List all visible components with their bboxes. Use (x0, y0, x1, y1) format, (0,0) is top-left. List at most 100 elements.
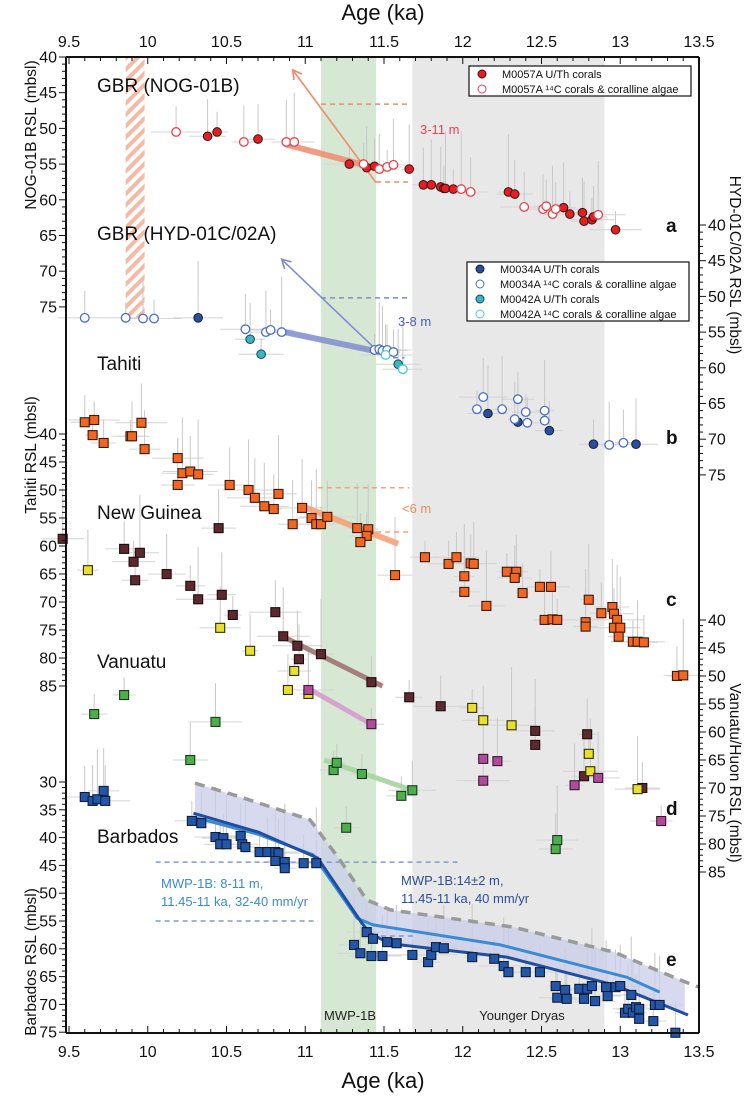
data-point-vanuatu-yellow- (467, 702, 478, 713)
data-point-huon-brown- (366, 677, 377, 688)
data-point-barbados (626, 989, 637, 1000)
data-point-tahiti (249, 492, 260, 503)
panel-letter-d: d (666, 799, 678, 820)
data-point-barbados (589, 996, 601, 1007)
bottom-x-tick-label: 11.5 (369, 1044, 399, 1061)
hyd-y-tick-label: 70 (708, 432, 726, 449)
line-hyd-trend (281, 328, 385, 356)
bar-y-tick-label: 60 (39, 941, 57, 958)
data-point-barbados (355, 948, 366, 959)
data-point-m0034a-14c-corals-coralline-algae (522, 417, 533, 428)
data-point-huon-brown- (130, 575, 141, 586)
data-point-m0042a-u-th-corals (245, 334, 255, 345)
data-point-tahiti (193, 469, 204, 480)
data-point-m0034a-u-th-corals (544, 425, 555, 436)
data-point-barbados (349, 939, 360, 950)
data-point-tahiti (297, 502, 308, 513)
data-point-barbados (367, 933, 379, 944)
data-point-m0057a-u-th-corals (212, 127, 222, 137)
data-point-vanuatu-green- (119, 689, 130, 701)
data-point-vanuatu-green- (550, 843, 561, 855)
data-point-vanuatu-green- (356, 768, 368, 780)
data-point-tahiti (459, 571, 470, 582)
data-point-tahiti (459, 586, 470, 597)
hyd-y-tick-label: 50 (708, 289, 726, 306)
data-point-barbados (520, 967, 531, 978)
data-point-barbados (654, 999, 665, 1011)
legend-marker-m0057a-uth (477, 69, 487, 79)
panel-letter-a: a (666, 216, 677, 237)
data-point-barbados (391, 938, 402, 949)
data-point-tahiti (89, 414, 100, 426)
data-point-m0042a-u-th-corals (256, 349, 266, 360)
data-point-barbados (601, 982, 612, 993)
hatched-age-band (125, 57, 145, 319)
data-point-vanuatu-green- (89, 709, 100, 720)
data-point-vanuatu-yellow- (632, 784, 643, 795)
bottom-x-tick-label: 10 (139, 1044, 157, 1061)
data-point-vanuatu-green- (341, 822, 352, 833)
data-point-barbados (489, 953, 500, 964)
data-point-barbados (438, 943, 449, 954)
hyd-y-tick-label: 40 (708, 218, 726, 235)
data-point-tahiti (259, 501, 270, 512)
legend-m0057a: M0057A U/Th corals M0057A ¹⁴C corals & c… (468, 65, 692, 97)
data-point-barbados (196, 818, 207, 829)
legend-marker-m0034a-uth (475, 264, 485, 274)
top-x-tick-label: 9.5 (58, 34, 80, 51)
nog-range-label: 3-11 m (420, 122, 460, 137)
data-point-barbados (382, 937, 393, 948)
data-point-barbados (377, 950, 388, 962)
data-point-tahiti (355, 537, 366, 548)
data-point-vanuatu-green- (552, 835, 563, 846)
bar-y-tick-label: 70 (39, 997, 57, 1014)
tah-y-tick-label: 65 (39, 567, 57, 584)
data-point-barbados (561, 993, 572, 1004)
data-point-vanuatu-green- (396, 790, 407, 801)
data-point-m0057a-u-th-corals (440, 183, 451, 194)
data-point-barbados (407, 949, 418, 960)
data-point-m0034a-14c-corals-coralline-algae (539, 405, 550, 416)
data-point-m0034a-14c-corals-coralline-algae (265, 325, 276, 335)
data-point-vanuatu-yellow- (478, 715, 489, 726)
data-point-m0034a-14c-corals-coralline-algae (120, 312, 131, 323)
site-label-gbr-hyd: GBR (HYD-01C/02A) (97, 224, 277, 245)
top-x-tick-label: 11.5 (369, 34, 399, 51)
legend-label-m0057a-14c: M0057A ¹⁴C corals & coralline algae (502, 84, 679, 96)
van-y-tick-label: 80 (708, 837, 726, 854)
data-point-vanuatu-magenta- (656, 815, 667, 827)
data-point-tahiti (451, 552, 462, 563)
data-point-vanuatu-magenta- (569, 780, 580, 791)
line-tahiti-trend (302, 504, 400, 547)
bar-y-tick-label: 75 (39, 1025, 57, 1042)
nog-y-tick-label: 45 (39, 85, 57, 102)
data-point-barbados (586, 981, 597, 992)
data-point-tahiti (322, 511, 333, 522)
data-point-vanuatu-yellow- (245, 645, 256, 656)
tah-y-tick-label: 45 (39, 455, 57, 472)
data-point-vanuatu-magenta- (593, 772, 604, 783)
data-point-vanuatu-green- (331, 757, 342, 768)
data-point-m0034a-u-th-corals (631, 439, 641, 449)
data-point-barbados (648, 1016, 659, 1027)
data-point-tahiti (389, 570, 401, 581)
data-point-huon-brown- (128, 556, 139, 567)
van-y-tick-label: 55 (708, 697, 726, 714)
data-point-m0034a-14c-corals-coralline-algae (604, 439, 615, 450)
data-point-barbados (634, 1003, 645, 1014)
data-point-barbados (298, 858, 309, 869)
data-point-vanuatu-green- (407, 785, 418, 796)
tah-y-tick-label: 75 (39, 623, 57, 640)
legend-label-m0042a-uth: M0042A U/Th corals (500, 294, 600, 306)
data-point-m0042a-14c-corals-coralline-algae (380, 349, 391, 360)
bar-y-tick-label: 55 (39, 914, 57, 931)
data-point-tahiti (638, 637, 649, 648)
data-point-barbados (98, 785, 109, 796)
data-point-tahiti (481, 600, 492, 611)
data-point-tahiti (419, 552, 431, 563)
data-point-barbados (467, 952, 478, 963)
data-point-tahiti (243, 484, 254, 496)
data-point-barbados (560, 984, 571, 995)
data-point-m0057a-u-th-corals (610, 224, 621, 235)
data-point-m0057a-14c-corals-coralline-algae (238, 137, 249, 147)
